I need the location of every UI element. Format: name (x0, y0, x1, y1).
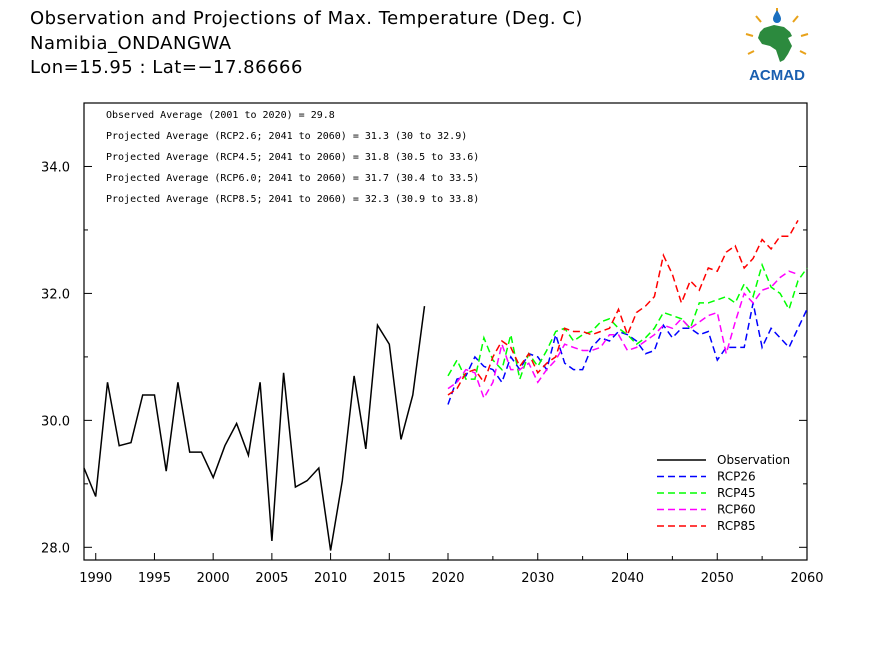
average-annotation: Observed Average (2001 to 2020) = 29.8 (106, 110, 335, 121)
y-tick-label: 32.0 (41, 287, 70, 302)
x-tick-label: 2040 (611, 571, 644, 586)
water-drop-icon (773, 10, 781, 23)
average-annotation: Projected Average (RCP8.5; 2041 to 2060)… (106, 194, 479, 205)
x-tick-label: 2030 (521, 571, 554, 586)
y-tick-label: 30.0 (41, 414, 70, 429)
x-tick-label: 2050 (701, 571, 734, 586)
legend-label: Observation (717, 453, 790, 467)
x-tick-label: 2060 (790, 571, 823, 586)
legend-label: RCP85 (717, 519, 756, 533)
x-tick-label: 2015 (373, 571, 406, 586)
logo-text: ACMAD (749, 67, 805, 84)
average-annotation: Projected Average (RCP6.0; 2041 to 2060)… (106, 173, 479, 184)
x-tick-label: 2020 (431, 571, 464, 586)
series-line-rcp26 (447, 302, 808, 405)
average-annotation: Projected Average (RCP2.6; 2041 to 2060)… (106, 131, 467, 142)
station-coordinates: Lon=15.95 : Lat=−17.86666 (30, 57, 303, 78)
acmad-logo: ACMAD (745, 8, 809, 84)
average-annotation: Projected Average (RCP4.5; 2041 to 2060)… (106, 152, 479, 163)
x-tick-label: 2005 (255, 571, 288, 586)
station-name: Namibia_ONDANGWA (30, 33, 232, 54)
legend-label: RCP45 (717, 486, 756, 500)
series-line-rcp60 (447, 270, 799, 400)
x-tick-label: 1990 (79, 571, 112, 586)
legend-label: RCP60 (717, 503, 756, 517)
chart-title: Observation and Projections of Max. Temp… (30, 8, 583, 29)
x-tick-label: 2010 (314, 571, 347, 586)
y-tick-label: 28.0 (41, 541, 70, 556)
legend-label: RCP26 (717, 470, 756, 484)
africa-map-icon (758, 25, 792, 62)
x-tick-label: 1995 (138, 571, 171, 586)
series-line-rcp85 (447, 220, 799, 396)
plot-frame (83, 102, 808, 561)
x-tick-label: 2000 (197, 571, 230, 586)
series-line-observation (83, 306, 426, 551)
y-tick-label: 34.0 (41, 160, 70, 175)
series-line-rcp45 (447, 262, 808, 382)
